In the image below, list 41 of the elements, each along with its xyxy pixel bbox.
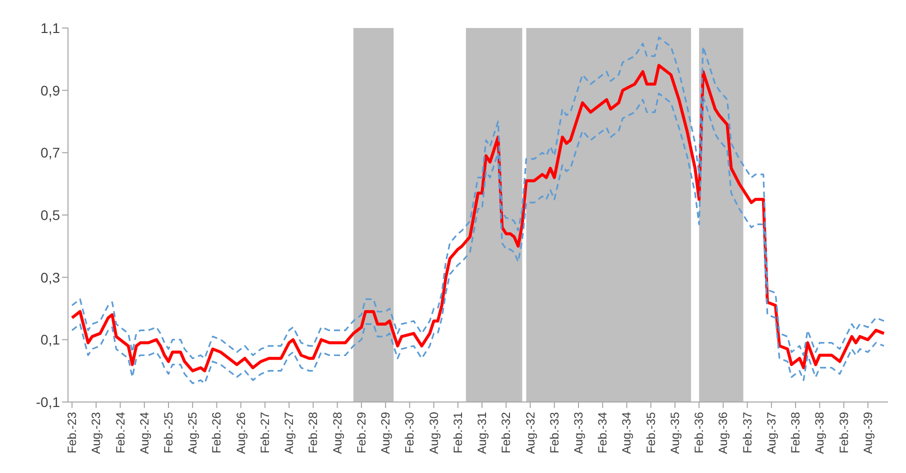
x-tick-label: Aug.-28 [330, 412, 344, 454]
x-tick-label: Aug.-23 [89, 412, 104, 454]
x-tick-label: Aug.-24 [137, 412, 152, 454]
x-tick-label: Feb.-37 [740, 412, 754, 454]
x-tick-label: Feb.-28 [306, 412, 320, 454]
x-tick-label: Aug.-38 [812, 412, 827, 454]
y-tick-label: 0,3 [40, 269, 60, 286]
x-tick-label: Aug.-33 [571, 412, 586, 454]
x-tick-label: Aug.-39 [860, 412, 875, 454]
x-tick-label: Feb.-25 [161, 412, 176, 454]
x-tick-label: Aug.-36 [716, 412, 730, 454]
x-tick-label: Feb.-23 [65, 412, 80, 454]
x-tick-label: Feb.-30 [402, 412, 417, 454]
x-tick-label: Feb.-36 [692, 412, 706, 454]
x-tick-label: Aug.-29 [378, 412, 393, 454]
x-tick-label: Feb.-29 [354, 412, 368, 454]
y-tick-label: 0,1 [40, 332, 60, 348]
x-tick-label: Feb.-39 [836, 412, 851, 454]
x-tick-label: Aug.-37 [764, 412, 778, 454]
x-tick-label: Feb.-34 [596, 412, 610, 454]
y-tick-label: 0,7 [40, 144, 60, 161]
x-tick-label: Feb.-38 [788, 412, 803, 454]
x-tick-label: Feb.-24 [113, 412, 128, 454]
x-tick-label: Aug.-27 [282, 412, 296, 454]
x-tick-label: Feb.-33 [547, 412, 562, 454]
y-tick-label: 0,9 [40, 82, 60, 98]
x-tick-label: Aug.-30 [426, 412, 441, 454]
x-tick-label: Feb.-35 [644, 412, 658, 454]
x-tick-label: Aug.-25 [186, 412, 200, 454]
x-tick-label: Aug.-35 [668, 412, 682, 454]
y-tick-label: 0,5 [40, 206, 60, 223]
y-tick-label: 1,1 [40, 20, 60, 36]
x-tick-label: Feb.-26 [210, 412, 224, 454]
x-tick-label: Aug.-34 [620, 412, 634, 454]
x-tick-label: Aug.-31 [475, 412, 490, 454]
y-tick-label: -0,1 [36, 394, 60, 410]
x-tick-label: Feb.-27 [258, 412, 272, 454]
x-tick-label: Aug.-26 [234, 412, 248, 454]
x-tick-label: Aug.-32 [523, 412, 538, 454]
x-tick-label: Feb.-31 [450, 412, 465, 454]
x-tick-label: Feb.-32 [499, 412, 514, 454]
